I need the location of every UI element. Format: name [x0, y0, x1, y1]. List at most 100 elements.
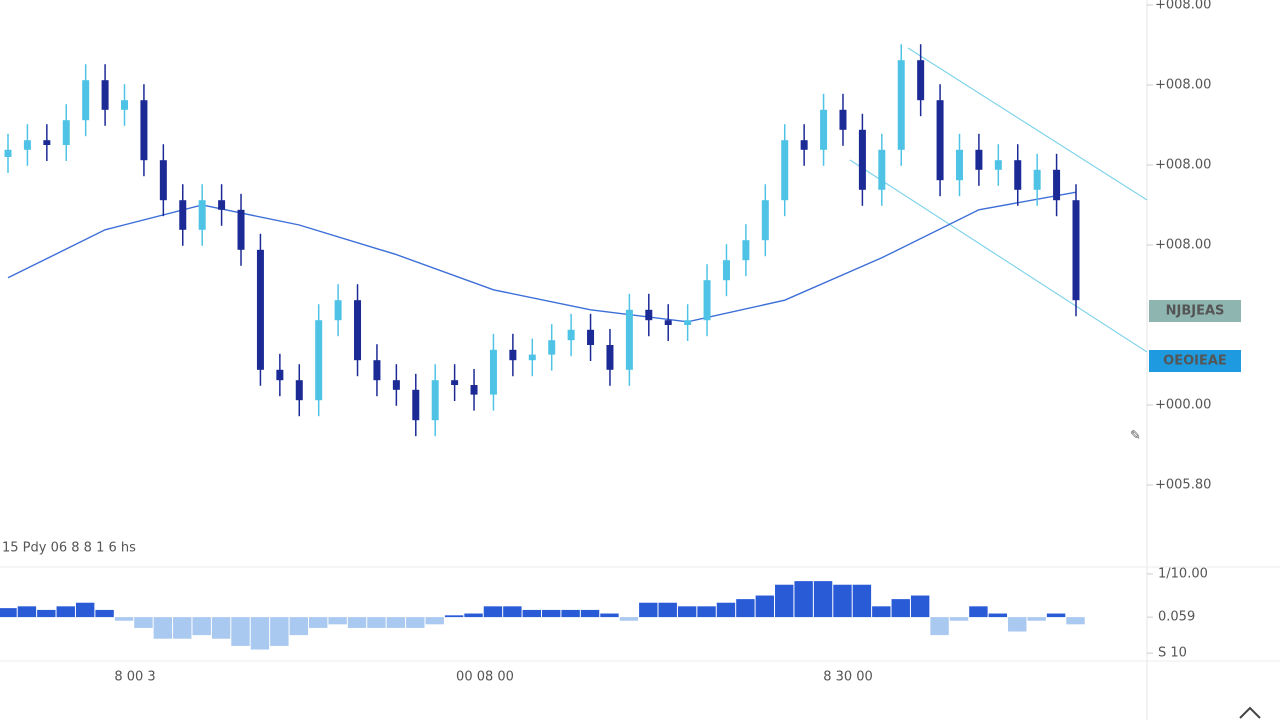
histogram-bar [1066, 617, 1085, 625]
candle-body [781, 140, 789, 201]
price-tag-label: NJBJEAS [1166, 304, 1225, 319]
candle-body [159, 160, 167, 201]
histogram-bar [56, 606, 75, 618]
histogram-bar [891, 599, 910, 618]
histogram-bar [425, 617, 444, 625]
histogram-bar [386, 617, 406, 628]
candle-body [276, 369, 284, 381]
candle-body [703, 280, 711, 321]
candle-body [858, 129, 866, 190]
histogram-bar [250, 617, 270, 650]
histogram-bar [542, 609, 561, 618]
candle-body [587, 329, 595, 345]
candle-body [1033, 169, 1041, 190]
y-tick-label: +000.00 [1155, 398, 1211, 413]
candle-body [315, 320, 323, 401]
candle-body [392, 380, 400, 390]
candle-body [955, 149, 963, 181]
histogram-bar [0, 608, 17, 618]
histogram-bar [522, 609, 541, 618]
candle-body [140, 100, 148, 161]
candle-body [645, 309, 653, 321]
candle-body [625, 309, 633, 370]
candle-body [354, 300, 362, 361]
histogram-bar [677, 606, 697, 618]
candle-body [897, 60, 905, 150]
candle-body [548, 340, 556, 355]
indicator-legend: 15 Pdy 06 8 8 1 6 hs [2, 541, 136, 556]
histogram-bar [775, 584, 794, 618]
histogram-bar [95, 609, 114, 618]
histogram-bar [211, 617, 231, 639]
histogram-bar [930, 617, 949, 636]
histogram-bar [231, 617, 250, 646]
scroll-button[interactable] [1239, 706, 1261, 719]
candle-body [4, 149, 12, 157]
candle-body [121, 100, 129, 110]
x-axis-label: 8 30 00 [823, 670, 873, 685]
candle-body [179, 200, 187, 230]
candle-body [451, 380, 459, 385]
histogram-bar [755, 595, 775, 618]
histogram-bar [600, 613, 619, 618]
candle-body [1072, 200, 1080, 301]
candle-body [470, 385, 478, 395]
y-tick-label: +008.00 [1155, 0, 1211, 13]
channel-line [907, 47, 1148, 201]
y-tick-label: S 10 [1158, 646, 1187, 661]
histogram-bar [852, 584, 872, 618]
candle-body [198, 200, 206, 230]
candle-body [23, 140, 31, 150]
candle-body [528, 354, 536, 361]
histogram-bar [75, 602, 95, 618]
candle-body [334, 300, 342, 321]
histogram-bar [270, 617, 289, 646]
histogram-bar [347, 617, 367, 628]
histogram-bar [988, 613, 1008, 618]
candle-body [101, 80, 109, 110]
y-tick-label: 0.059 [1158, 610, 1195, 625]
histogram-bar [464, 613, 483, 618]
histogram-bar [580, 609, 600, 618]
candle-body [489, 349, 497, 395]
y-tick-label: +008.00 [1155, 158, 1211, 173]
candle-body [256, 249, 264, 370]
y-tick-label: +008.00 [1155, 238, 1211, 253]
candle-body [218, 200, 226, 210]
candle-body [761, 200, 769, 241]
candle-body [800, 140, 808, 150]
candle-body [839, 109, 847, 130]
x-axis-label: 00 08 00 [456, 670, 514, 685]
candle-body [878, 149, 886, 190]
y-tick-label: +008.00 [1155, 78, 1211, 93]
candle-body [373, 360, 381, 381]
candle-body [62, 120, 70, 145]
candle-body [994, 160, 1002, 170]
cursor-icon: ✎ [1130, 429, 1141, 444]
x-axis-label: 8 00 3 [114, 670, 155, 685]
histogram-bar [813, 581, 833, 618]
candle-body [237, 209, 245, 250]
histogram-bar [949, 617, 969, 621]
candle-body [1014, 160, 1022, 190]
histogram-bar [367, 617, 386, 628]
price-tag-label: OEOIEAE [1163, 354, 1227, 369]
histogram-bar [37, 609, 56, 618]
candle-body [295, 380, 303, 401]
histogram-bar [17, 606, 37, 618]
candle-body [742, 240, 750, 261]
histogram-bar [910, 595, 930, 618]
candle-body [936, 100, 944, 181]
histogram-bar [153, 617, 173, 639]
histogram-bar [114, 617, 134, 621]
candle-body [431, 380, 439, 421]
candle-body [43, 140, 51, 145]
histogram-bar [736, 599, 755, 618]
histogram-bar [1008, 617, 1027, 632]
candle-body [1053, 169, 1061, 201]
y-tick-label: +005.80 [1155, 478, 1211, 493]
histogram-bar [328, 617, 347, 625]
histogram-bar [1046, 613, 1066, 618]
candle-body [509, 349, 517, 361]
